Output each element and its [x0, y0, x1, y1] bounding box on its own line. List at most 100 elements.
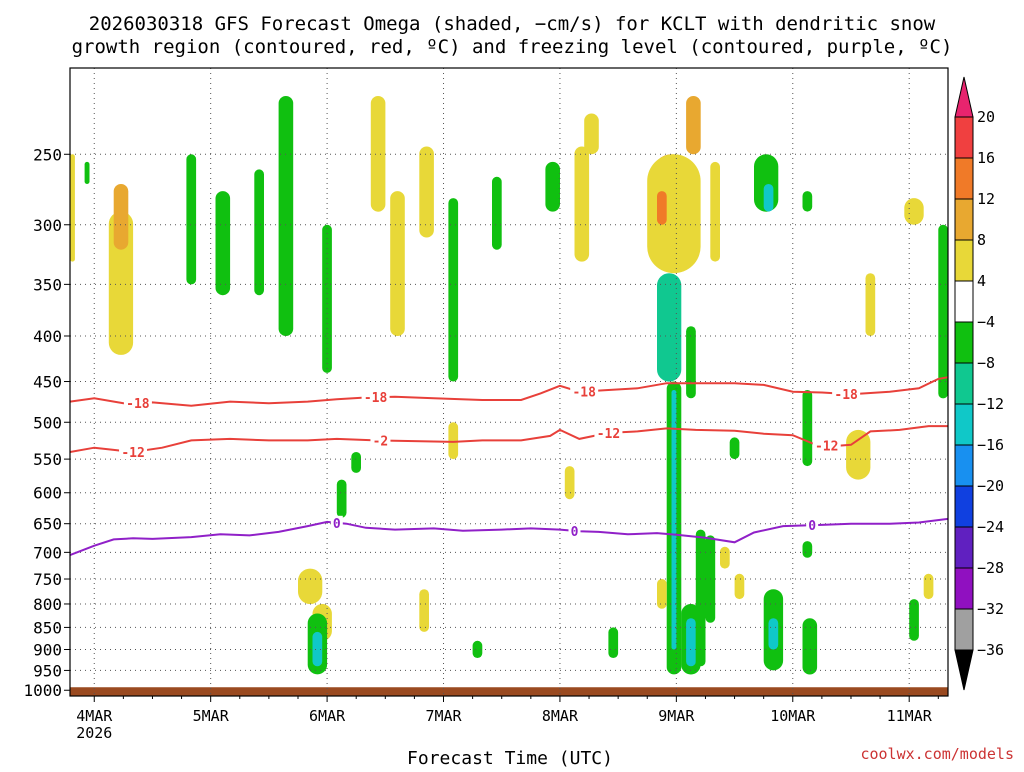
x-tick-label-6: 10MAR — [770, 707, 816, 725]
colorbar-box-0 — [954, 116, 974, 159]
omega-region-47 — [802, 541, 813, 558]
x-tick-label-7: 11MAR — [887, 707, 933, 725]
omega-region-12 — [448, 198, 459, 382]
y-tick-label-950: 950 — [33, 661, 62, 680]
contour-label-bg-2-0 — [330, 515, 343, 530]
contour-label-0-0: -18 — [126, 397, 150, 412]
colorbar-box-9 — [954, 485, 974, 528]
ground-fill — [70, 687, 948, 696]
colorbar-box-10 — [954, 526, 974, 569]
contour-label-2-1: 0 — [571, 525, 579, 540]
omega-region-27 — [938, 224, 948, 399]
omega-region-3 — [84, 161, 90, 184]
colorbar-label-13: −36 — [977, 641, 1004, 659]
y-tick-label-400: 400 — [33, 327, 62, 346]
contour-line-2 — [70, 517, 948, 557]
omega-region-38 — [729, 437, 740, 460]
contour-label-1-1: -2 — [373, 434, 389, 449]
contour-label-bg-0-2 — [570, 384, 599, 399]
omega-region-14 — [545, 161, 560, 212]
omega-region-31 — [671, 390, 677, 650]
omega-region-58 — [608, 627, 619, 658]
omega-region-43 — [802, 390, 813, 467]
colorbar-label-4: 4 — [977, 272, 986, 290]
omega-region-2 — [70, 154, 75, 262]
omega-region-51 — [312, 631, 323, 667]
colorbar-label-2: 12 — [977, 190, 995, 208]
chart-title-line-1: 2026030318 GFS Forecast Omega (shaded, −… — [89, 13, 936, 35]
omega-region-55 — [448, 422, 459, 460]
y-tick-label-750: 750 — [33, 570, 62, 589]
omega-region-13 — [492, 176, 502, 250]
contour-label-bg-1-1 — [370, 433, 391, 448]
omega-region-26 — [904, 198, 924, 225]
x-tick-label-1: 5MAR — [193, 707, 230, 725]
contour-label-bg-2-2 — [806, 518, 819, 533]
y-tick-label-500: 500 — [33, 413, 62, 432]
omega-region-28 — [657, 273, 682, 382]
y-tick-label-850: 850 — [33, 618, 62, 637]
omega-region-24 — [802, 191, 813, 212]
contour-label-bg-0-1 — [361, 390, 390, 405]
omega-region-7 — [278, 96, 294, 336]
colorbar-box-7 — [954, 403, 974, 446]
omega-region-46 — [923, 573, 934, 600]
colorbar-label-10: −24 — [977, 518, 1004, 536]
omega-region-6 — [254, 169, 264, 296]
x-tick-label-4: 8MAR — [542, 707, 579, 725]
omega-region-44 — [846, 429, 871, 480]
colorbar-box-4 — [954, 280, 974, 323]
colorbar-box-11 — [954, 567, 974, 610]
grid-layer — [70, 68, 948, 696]
contour-label-1-0: -12 — [121, 446, 144, 461]
contour-layer: -18 -18 -18 -18 -12 -2 -12 -12 0 0 0 — [70, 376, 948, 557]
colorbar-label-9: −20 — [977, 477, 1004, 495]
omega-region-20 — [686, 96, 701, 155]
colorbar-label-12: −32 — [977, 600, 1004, 618]
colorbar-label-5: −4 — [977, 313, 995, 331]
contour-label-2-0: 0 — [333, 517, 341, 532]
omega-region-34 — [695, 529, 706, 667]
contour-label-1-2: -12 — [597, 427, 620, 442]
omega-region-18 — [647, 154, 701, 274]
omega-region-41 — [768, 618, 779, 650]
plot-frame — [69, 67, 949, 697]
omega-region-11 — [419, 146, 434, 238]
y-tick-label-250: 250 — [33, 145, 62, 164]
contour-line-0 — [70, 376, 948, 407]
contour-label-1-3: -12 — [815, 440, 838, 455]
contour-label-bg-1-2 — [594, 425, 623, 440]
omega-region-42 — [802, 618, 818, 675]
y-tick-label-1000: 1000 — [23, 681, 62, 700]
contour-label-bg-0-3 — [832, 386, 861, 401]
x-tick-label-3: 7MAR — [425, 707, 462, 725]
omega-region-36 — [657, 579, 667, 609]
omega-region-16 — [584, 113, 599, 155]
omega-region-39 — [734, 573, 745, 600]
contour-label-0-3: -18 — [834, 388, 858, 403]
omega-region-4 — [186, 154, 197, 285]
y-tick-label-550: 550 — [33, 450, 62, 469]
omega-region-23 — [763, 184, 774, 212]
colorbar-box-12 — [954, 608, 974, 651]
omega-region-53 — [419, 589, 429, 632]
x-tick-label-0: 4MAR — [76, 707, 113, 725]
colorbar-label-1: 16 — [977, 149, 995, 167]
colorbar-box-5 — [954, 321, 974, 364]
colorbar-box-1 — [954, 157, 974, 200]
contour-label-bg-2-1 — [568, 523, 581, 538]
y-axis: 250 300 350 400 450 500 550 600 650 700 750 800 850 9… — [23, 145, 70, 700]
omega-region-48 — [298, 568, 323, 604]
omega-region-9 — [370, 96, 386, 212]
omega-region-21 — [710, 161, 720, 262]
omega-region-10 — [390, 191, 405, 336]
omega-region-54 — [472, 640, 483, 658]
y-tick-label-650: 650 — [33, 515, 62, 534]
contour-label-0-1: -18 — [364, 391, 388, 406]
chart-title-line-2: growth region (contoured, red, ºC) and f… — [72, 36, 953, 58]
omega-region-29 — [686, 326, 696, 399]
omega-region-15 — [574, 146, 590, 262]
y-tick-label-350: 350 — [33, 275, 62, 294]
